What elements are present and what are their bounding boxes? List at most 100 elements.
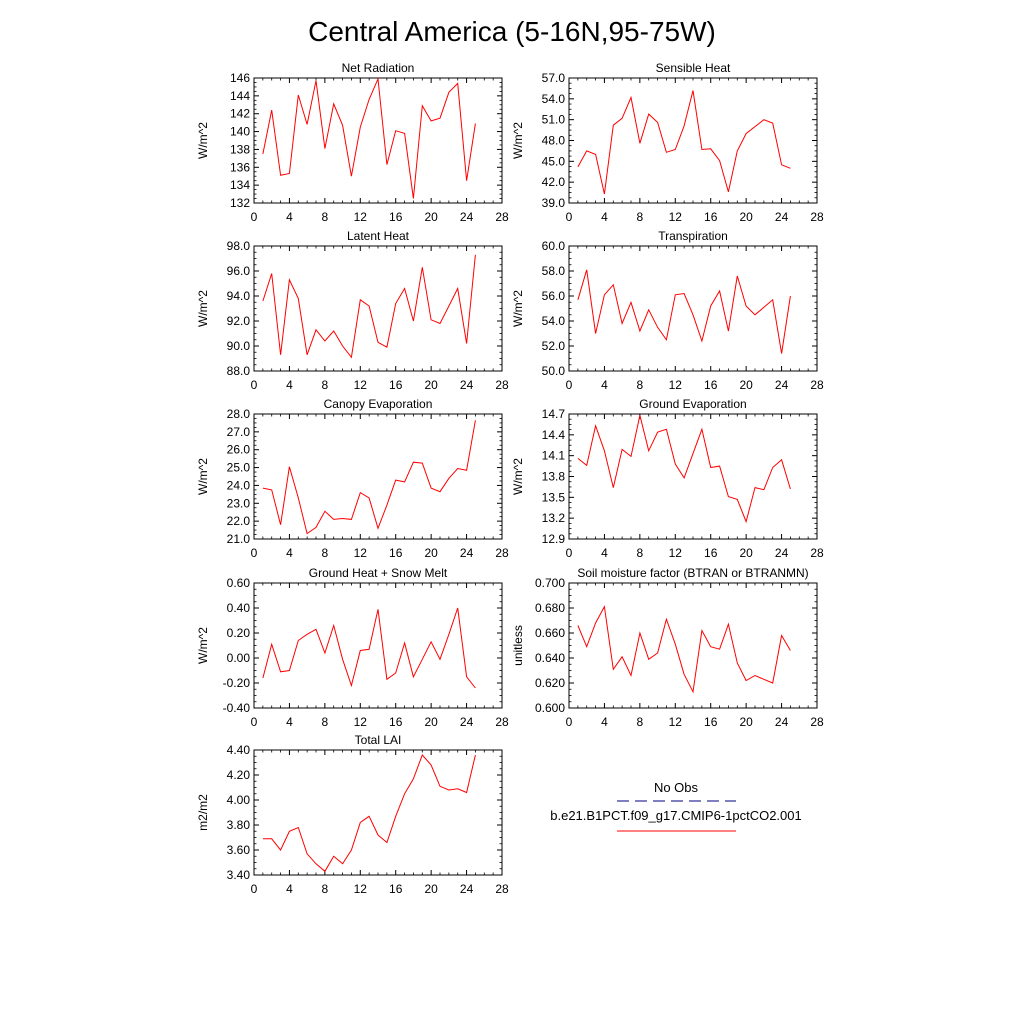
y-tick-label: 48.0 [542, 134, 566, 148]
y-tick-label: 0.660 [535, 626, 565, 640]
y-tick-label: 27.0 [227, 425, 251, 439]
x-tick-label: 4 [286, 715, 293, 729]
y-tick-label: 0.20 [227, 626, 251, 640]
y-tick-label: 58.0 [542, 264, 566, 278]
y-tick-label: 24.0 [227, 478, 251, 492]
x-tick-label: 24 [775, 210, 789, 224]
y-tick-label: -0.20 [223, 676, 251, 690]
x-tick-label: 16 [704, 210, 718, 224]
x-tick-label: 12 [669, 546, 683, 560]
x-tick-label: 20 [424, 210, 438, 224]
x-tick-label: 20 [424, 546, 438, 560]
x-tick-label: 20 [739, 715, 753, 729]
y-tick-label: 3.40 [227, 868, 251, 882]
x-tick-label: 12 [669, 210, 683, 224]
y-tick-label: 50.0 [542, 364, 566, 378]
x-tick-label: 12 [354, 546, 368, 560]
series-line [577, 269, 791, 354]
y-tick-label: -0.40 [223, 701, 251, 715]
y-tick-label: 52.0 [542, 339, 566, 353]
legend-model-label: b.e21.B1PCT.f09_g17.CMIP6-1pctCO2.001 [550, 808, 801, 823]
x-tick-label: 4 [601, 715, 608, 729]
series-line [262, 254, 476, 359]
x-tick-label: 16 [389, 210, 403, 224]
panel-title: Canopy Evaporation [324, 397, 433, 411]
x-tick-label: 8 [322, 715, 329, 729]
plot-frame [568, 245, 818, 372]
x-tick-label: 16 [389, 882, 403, 896]
chart-panel-5: Canopy Evaporation W/m^2 0 4 8 12 16 20 24 28 21.0… [196, 397, 509, 560]
x-tick-label: 20 [739, 210, 753, 224]
y-tick-label: 0.620 [535, 676, 565, 690]
plot-frame [568, 413, 818, 540]
x-tick-label: 8 [322, 546, 329, 560]
series-line [262, 76, 476, 199]
panel-title: Soil moisture factor (BTRAN or BTRANMN) [577, 566, 808, 580]
y-tick-label: 26.0 [227, 443, 251, 457]
x-tick-label: 0 [566, 378, 573, 392]
series-line [577, 415, 791, 524]
y-tick-label: 60.0 [542, 239, 566, 253]
y-tick-label: 94.0 [227, 289, 251, 303]
x-tick-label: 12 [669, 715, 683, 729]
y-axis-label: unitless [511, 625, 525, 666]
y-tick-label: 92.0 [227, 314, 251, 328]
y-tick-label: 54.0 [542, 92, 566, 106]
x-tick-label: 24 [460, 882, 474, 896]
x-tick-label: 16 [389, 715, 403, 729]
y-tick-label: 134 [230, 178, 250, 192]
x-tick-label: 28 [495, 882, 509, 896]
y-tick-label: 21.0 [227, 532, 251, 546]
y-tick-label: 96.0 [227, 264, 251, 278]
x-tick-label: 28 [495, 210, 509, 224]
plot-frame [253, 77, 503, 204]
y-axis-label: W/m^2 [196, 627, 210, 664]
y-tick-label: 14.7 [542, 407, 566, 421]
panel-title: Latent Heat [347, 229, 410, 243]
panel-title: Total LAI [355, 733, 402, 747]
y-tick-label: 132 [230, 196, 250, 210]
x-tick-label: 20 [424, 378, 438, 392]
x-tick-label: 4 [601, 546, 608, 560]
panel-title: Ground Evaporation [639, 397, 746, 411]
x-tick-label: 0 [566, 546, 573, 560]
plot-frame [253, 582, 503, 709]
chart-panel-8: Soil moisture factor (BTRAN or BTRANMN) u… [511, 566, 824, 729]
y-tick-label: 0.600 [535, 701, 565, 715]
panel-title: Net Radiation [342, 61, 415, 75]
x-tick-label: 16 [704, 546, 718, 560]
y-tick-label: 28.0 [227, 407, 251, 421]
x-tick-label: 28 [495, 715, 509, 729]
y-tick-label: 4.20 [227, 768, 251, 782]
x-tick-label: 12 [354, 378, 368, 392]
y-tick-label: 3.80 [227, 818, 251, 832]
y-tick-label: 138 [230, 142, 250, 156]
y-tick-label: 142 [230, 107, 250, 121]
series-line [577, 90, 791, 195]
x-tick-label: 0 [251, 210, 258, 224]
plot-frame [253, 749, 503, 876]
plot-frame [568, 77, 818, 204]
y-tick-label: 0.40 [227, 601, 251, 615]
y-tick-label: 0.00 [227, 651, 251, 665]
y-tick-label: 144 [230, 89, 250, 103]
y-tick-label: 136 [230, 160, 250, 174]
y-tick-label: 0.60 [227, 576, 251, 590]
y-axis-label: W/m^2 [511, 290, 525, 327]
x-tick-label: 4 [286, 378, 293, 392]
y-tick-label: 13.8 [542, 470, 566, 484]
y-tick-label: 14.1 [542, 449, 566, 463]
y-tick-label: 4.40 [227, 743, 251, 757]
legend-obs-label: No Obs [654, 780, 699, 795]
x-tick-label: 4 [286, 882, 293, 896]
y-tick-label: 39.0 [542, 196, 566, 210]
y-tick-label: 56.0 [542, 289, 566, 303]
y-tick-label: 57.0 [542, 71, 566, 85]
series-line [577, 605, 791, 694]
x-tick-label: 0 [566, 715, 573, 729]
chart-panel-4: Transpiration W/m^2 0 4 8 12 16 20 24 28 50.0 52.0 5… [511, 229, 824, 392]
panels: Net Radiation W/m^2 0 4 8 12 16 20 24 28 132 134 136… [196, 61, 824, 896]
y-tick-label: 146 [230, 71, 250, 85]
x-tick-label: 8 [637, 546, 644, 560]
series-line [262, 607, 476, 689]
